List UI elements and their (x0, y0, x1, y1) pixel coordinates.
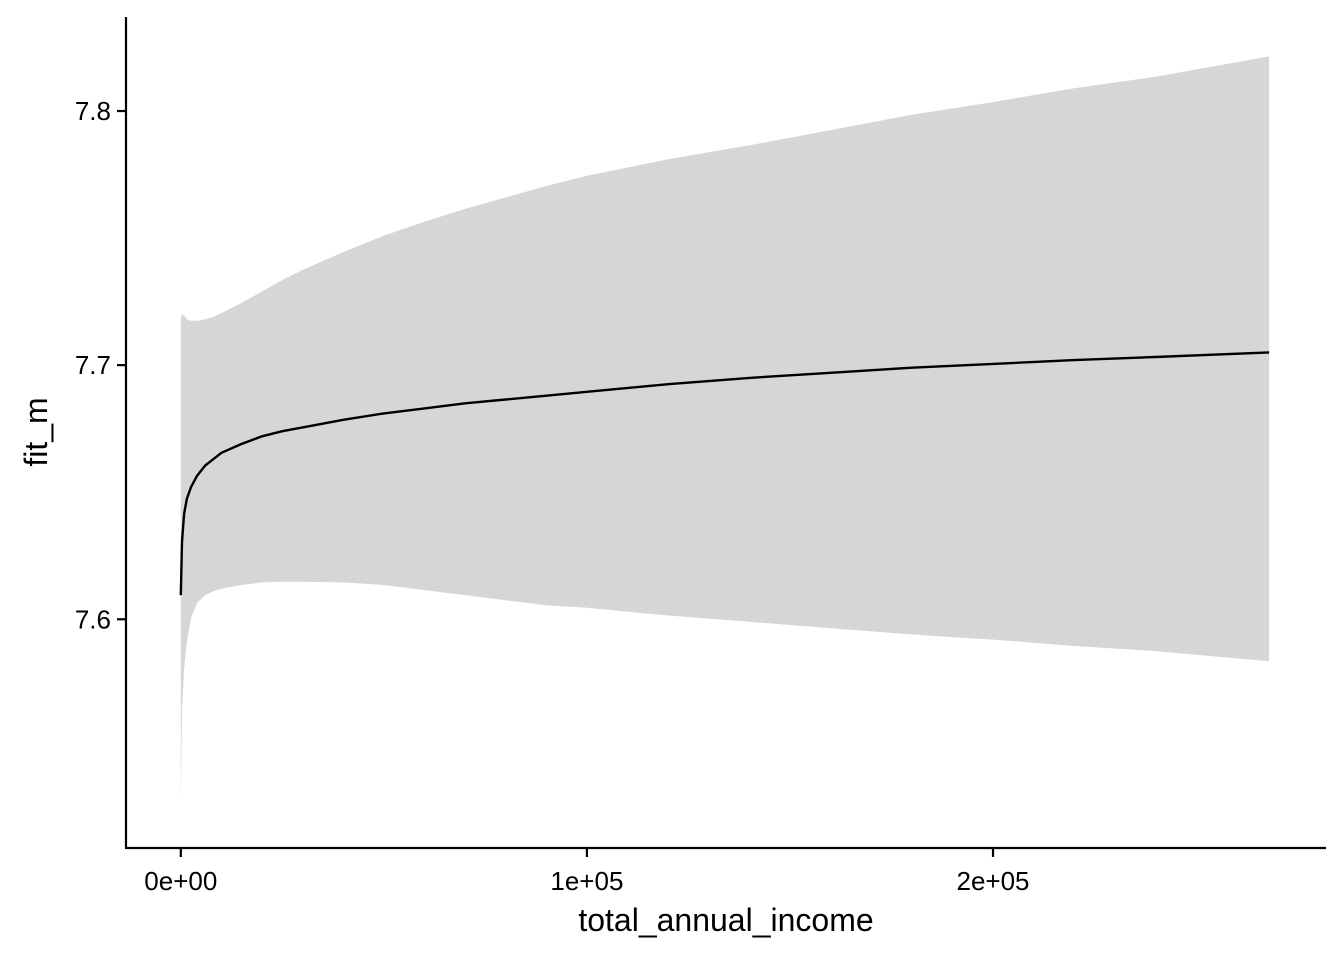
x-axis-title: total_annual_income (578, 902, 873, 938)
x-tick-label: 0e+00 (144, 866, 217, 896)
x-tick-label: 2e+05 (956, 866, 1029, 896)
confidence-band (180, 56, 1270, 801)
y-ticks: 7.6 7.7 7.8 (75, 96, 126, 634)
y-axis-title: fit_m (18, 397, 54, 466)
y-tick-label: 7.7 (75, 350, 111, 380)
x-tick-label: 1e+05 (550, 866, 623, 896)
fit-line-layer (179, 351, 1270, 596)
fit-line (179, 351, 1270, 596)
y-tick-label: 7.6 (75, 604, 111, 634)
confidence-band-layer (180, 56, 1270, 801)
x-ticks: 0e+00 1e+05 2e+05 (144, 848, 1030, 896)
y-tick-label: 7.8 (75, 96, 111, 126)
